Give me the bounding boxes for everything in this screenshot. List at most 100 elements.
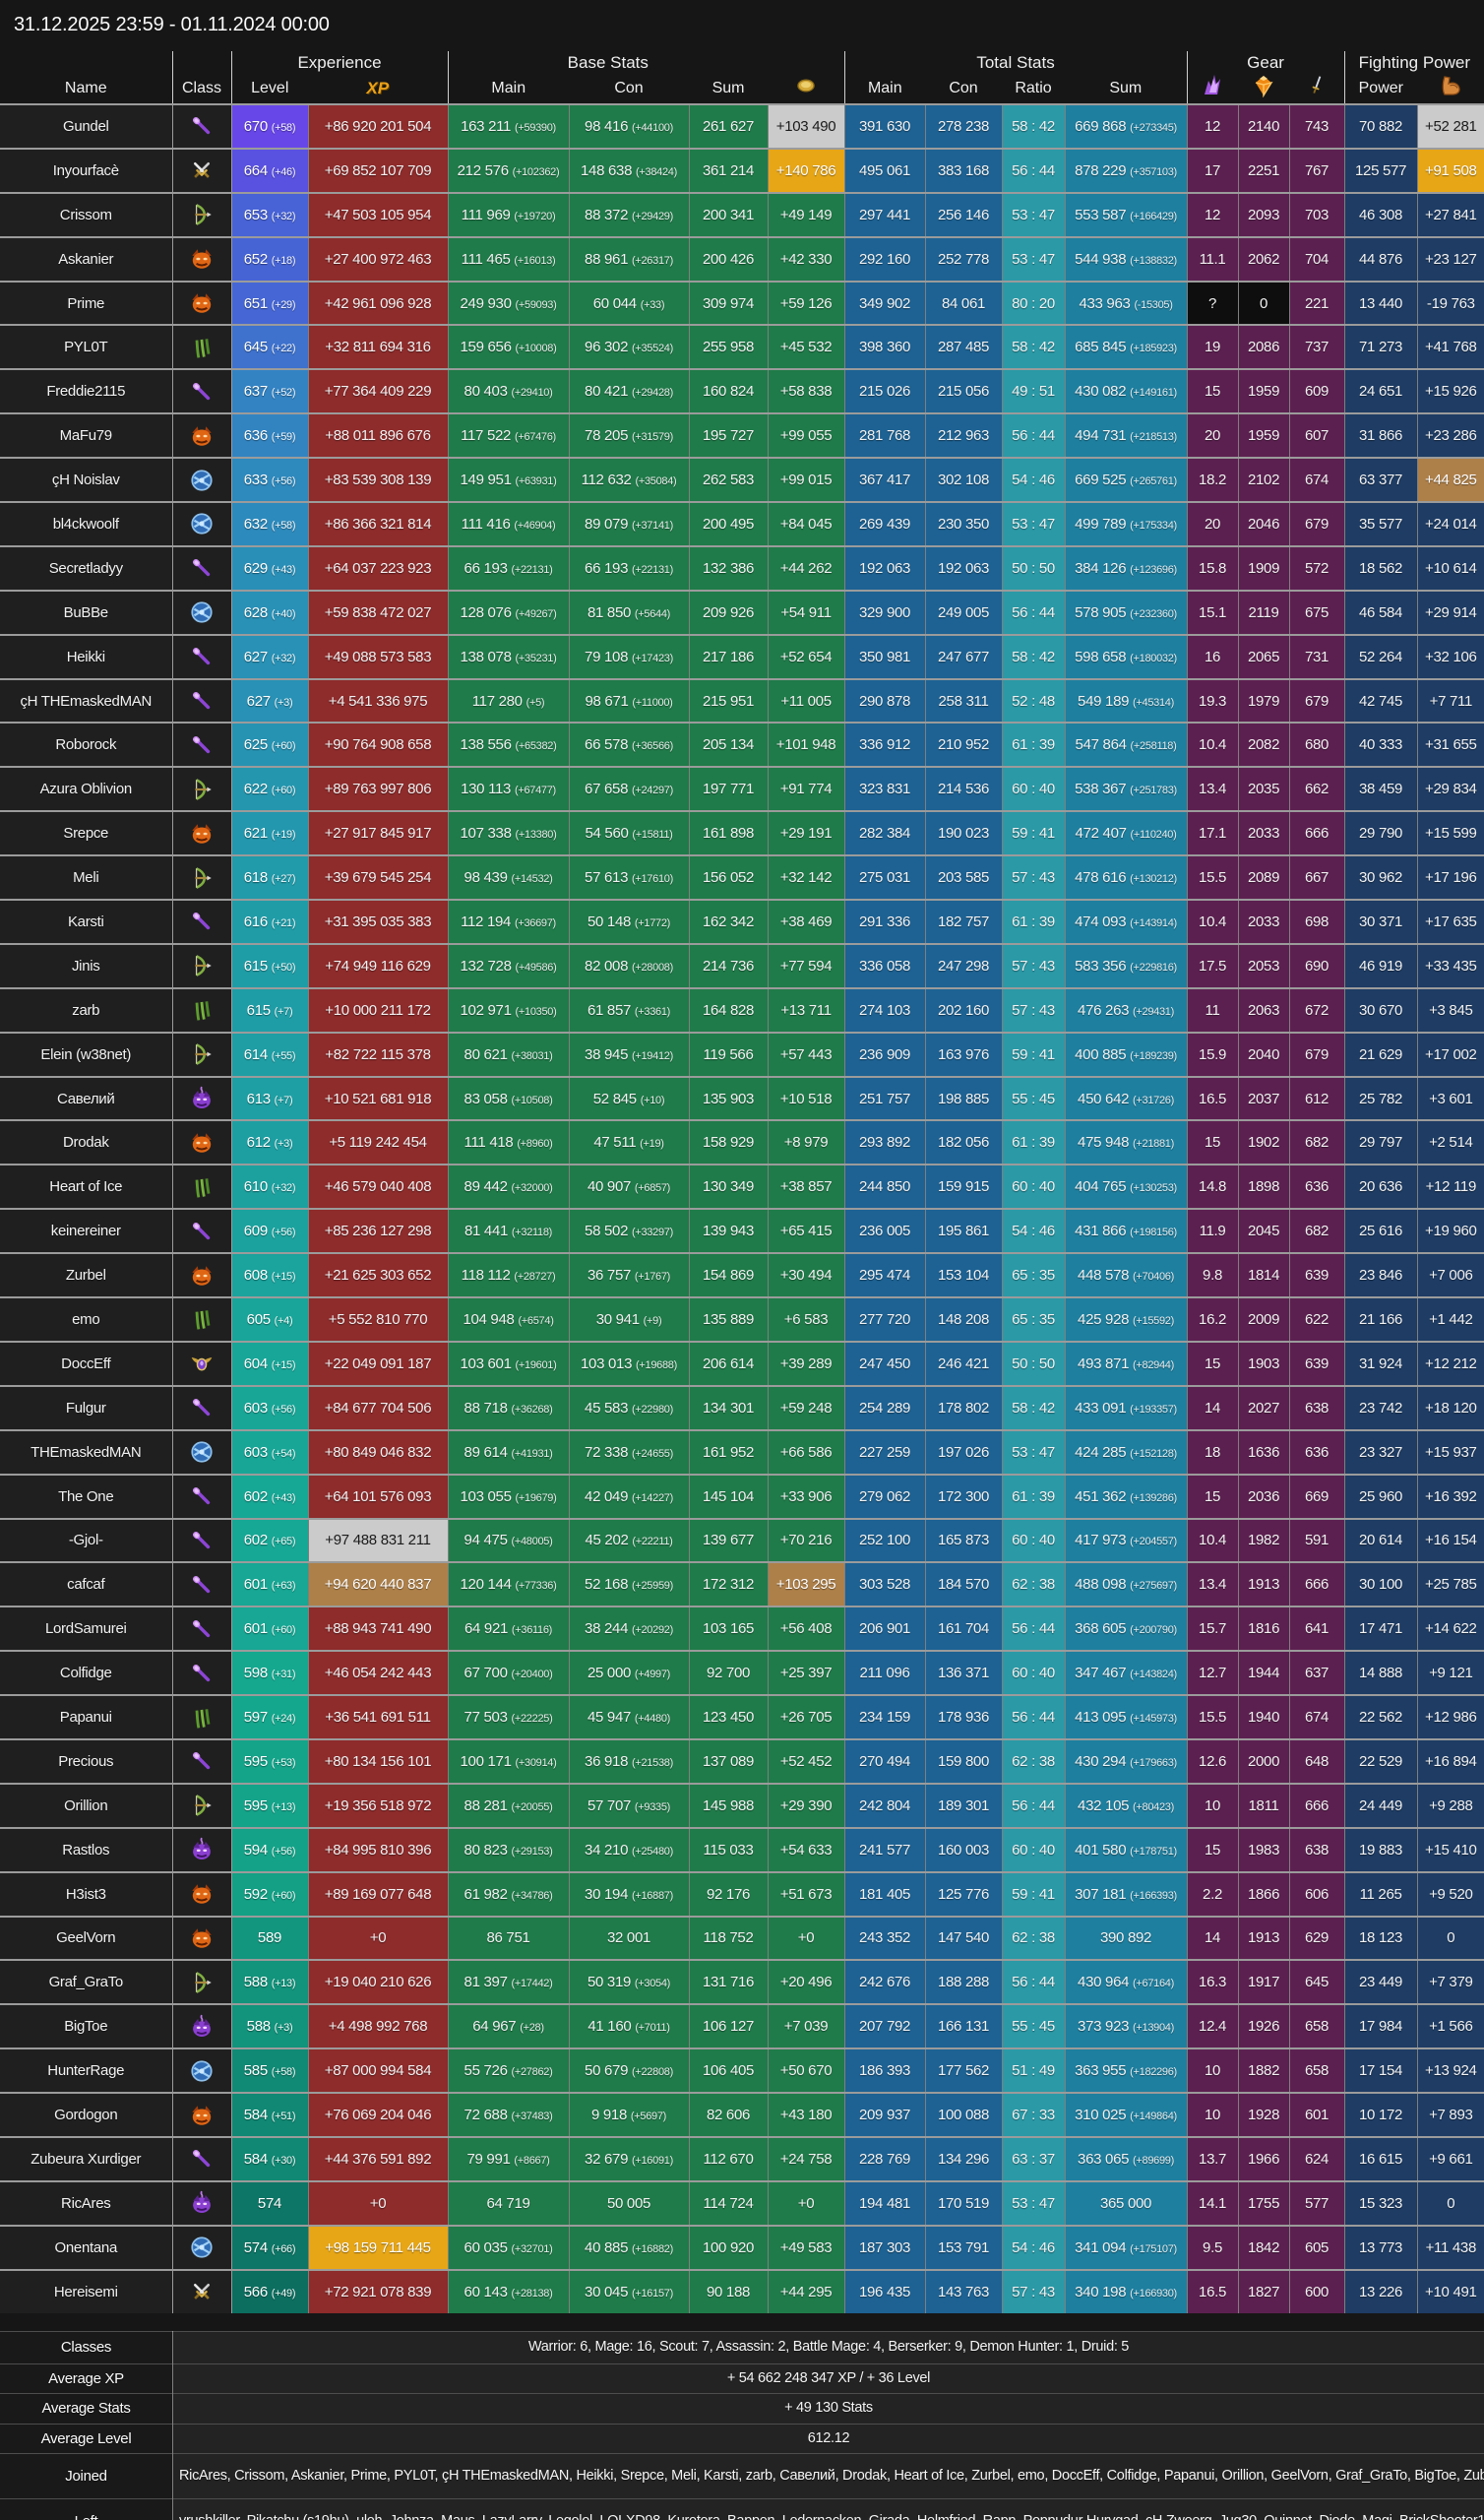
total-sum-cell: 400 885 (+189239) <box>1065 1031 1188 1077</box>
gem-score-cell: 1928 <box>1238 2092 1290 2137</box>
gem-score-cell: 1982 <box>1238 1517 1290 1563</box>
gem-score-cell: 1903 <box>1238 1340 1290 1386</box>
ratio-column-header: Ratio <box>1015 79 1052 96</box>
base-con-cell: 50 679 (+22808) <box>569 2048 690 2094</box>
power-cell: 46 584 <box>1344 589 1418 635</box>
power-cell: 17 984 <box>1344 2003 1418 2049</box>
total-con-cell: 252 778 <box>925 235 1003 282</box>
total-main-cell: 228 769 <box>844 2135 926 2181</box>
gem-score-cell: 1979 <box>1238 677 1290 724</box>
member-name: RicAres <box>0 2179 173 2226</box>
ratio-cell: 52 : 48 <box>1002 677 1066 724</box>
berserker-class-icon <box>172 1119 232 1166</box>
gold-gain-cell: +38 857 <box>768 1164 845 1210</box>
aura-cell: 9.5 <box>1187 2224 1239 2270</box>
power-cell: 25 782 <box>1344 1075 1418 1121</box>
gem-score-cell: 1983 <box>1238 1826 1290 1872</box>
total-con-cell: 195 861 <box>925 1208 1003 1254</box>
base-con-cell: 25 000 (+4997) <box>569 1650 690 1696</box>
power-gain-cell: +11 438 <box>1417 2224 1484 2270</box>
xp-gain-cell: +36 541 691 511 <box>308 1694 449 1739</box>
base-main-cell: 66 193 (+22131) <box>448 544 570 591</box>
gold-gain-cell: +59 126 <box>768 280 845 326</box>
power-cell: 44 876 <box>1344 235 1418 282</box>
summary-label: Average Level <box>0 2423 173 2454</box>
base-main-cell: 107 338 (+13380) <box>448 810 570 856</box>
gold-gain-cell: +70 216 <box>768 1517 845 1563</box>
aura-cell: 10.4 <box>1187 899 1239 944</box>
base-main-cell: 112 194 (+36697) <box>448 899 570 944</box>
gold-gain-cell: +39 289 <box>768 1340 845 1386</box>
member-row: Zubeura Xurdiger 584 (+30) +44 376 591 892… <box>0 2135 1484 2181</box>
member-row: keinereiner 609 (+56) +85 236 127 298 81 44… <box>0 1208 1484 1254</box>
weapon-score-cell: 667 <box>1289 854 1345 901</box>
summary-label: Average XP <box>0 2362 173 2394</box>
base-sum-cell: 114 724 <box>689 2179 769 2226</box>
level-cell: 574 (+66) <box>231 2224 309 2270</box>
ratio-cell: 58 : 42 <box>1002 324 1066 370</box>
gem-score-cell: 2009 <box>1238 1296 1290 1342</box>
level-cell: 589 <box>231 1915 309 1961</box>
gem-score-cell: 2027 <box>1238 1384 1290 1430</box>
druid-class-icon <box>172 1694 232 1739</box>
xp-gain-cell: +27 400 972 463 <box>308 235 449 282</box>
summary-value: + 49 130 Stats <box>172 2392 1484 2425</box>
total-con-column-header: Con <box>949 79 978 96</box>
total-sum-cell: 878 229 (+357103) <box>1065 147 1188 193</box>
aura-cell: 10 <box>1187 2048 1239 2094</box>
ratio-cell: 59 : 41 <box>1002 810 1066 856</box>
total-sum-cell: 553 587 (+166429) <box>1065 191 1188 237</box>
base-main-cell: 111 969 (+19720) <box>448 191 570 237</box>
xp-gain-cell: +89 169 077 648 <box>308 1870 449 1917</box>
scout-class-icon <box>172 854 232 901</box>
berserker-class-icon <box>172 412 232 459</box>
total-sum-cell: 430 082 (+149161) <box>1065 368 1188 414</box>
total-con-cell: 163 976 <box>925 1031 1003 1077</box>
xp-gain-cell: +84 677 704 506 <box>308 1384 449 1430</box>
base-main-cell: 80 403 (+29410) <box>448 368 570 414</box>
xp-column-header: XP <box>308 73 448 104</box>
level-cell: 664 (+46) <box>231 147 309 193</box>
power-gain-cell: +13 924 <box>1417 2048 1484 2094</box>
gold-gain-cell: +52 452 <box>768 1737 845 1784</box>
total-sum-cell: 368 605 (+200790) <box>1065 1606 1188 1652</box>
base-main-cell: 88 718 (+36268) <box>448 1384 570 1430</box>
level-cell: 601 (+60) <box>231 1606 309 1652</box>
member-row: Srepce 621 (+19) +27 917 845 917 107 338 (+… <box>0 810 1484 856</box>
total-con-cell: 172 300 <box>925 1473 1003 1519</box>
gem-score-cell: 1966 <box>1238 2135 1290 2181</box>
xp-gain-cell: +10 521 681 918 <box>308 1075 449 1121</box>
gem-score-cell: 2045 <box>1238 1208 1290 1254</box>
gem-score-cell: 1814 <box>1238 1252 1290 1298</box>
member-name: GeelVorn <box>0 1915 173 1961</box>
base-main-cell: 102 971 (+10350) <box>448 986 570 1033</box>
total-sum-cell: 363 065 (+89699) <box>1065 2135 1188 2181</box>
xp-gain-cell: +76 069 204 046 <box>308 2092 449 2137</box>
total-con-cell: 143 763 <box>925 2268 1003 2313</box>
mage-class-icon <box>172 1384 232 1430</box>
total-sum-cell: 433 963 (-15305) <box>1065 280 1188 326</box>
level-cell: 614 (+55) <box>231 1031 309 1077</box>
weapon-score-cell: 639 <box>1289 1252 1345 1298</box>
member-name: çH Noislav <box>0 457 173 503</box>
base-main-cell: 55 726 (+27862) <box>448 2048 570 2094</box>
summary-average-stats-row: Average Stats + 49 130 Stats <box>0 2392 1484 2425</box>
total-con-cell: 287 485 <box>925 324 1003 370</box>
aura-cell: 15 <box>1187 1473 1239 1519</box>
battlemage-class-icon <box>172 1826 232 1872</box>
base-con-cell: 41 160 (+7011) <box>569 2003 690 2049</box>
level-cell: 653 (+32) <box>231 191 309 237</box>
gem-score-cell: 2140 <box>1238 103 1290 149</box>
member-name: The One <box>0 1473 173 1519</box>
member-name: Савелий <box>0 1075 173 1121</box>
level-cell: 627 (+32) <box>231 633 309 679</box>
total-sum-cell: 669 868 (+273345) <box>1065 103 1188 149</box>
xp-gain-cell: +10 000 211 172 <box>308 986 449 1033</box>
gold-gain-cell: +25 397 <box>768 1650 845 1696</box>
summary-label: Joined <box>0 2452 173 2499</box>
total-con-cell: 125 776 <box>925 1870 1003 1917</box>
mage-class-icon <box>172 1737 232 1784</box>
weapon-score-cell: 666 <box>1289 1561 1345 1607</box>
gem-score-cell: 1909 <box>1238 544 1290 591</box>
member-name: Jinis <box>0 942 173 988</box>
